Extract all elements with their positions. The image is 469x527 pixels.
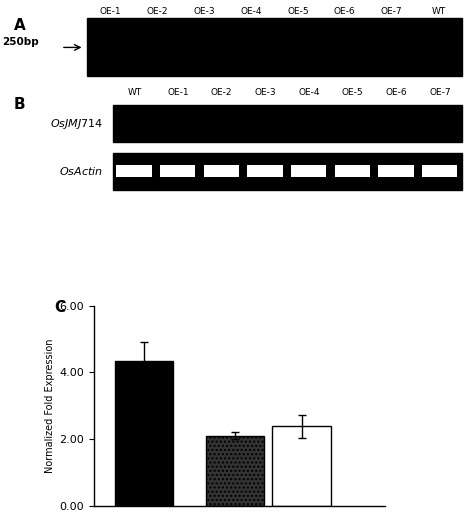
Text: 250bp: 250bp — [2, 37, 39, 47]
Text: OE-5: OE-5 — [342, 89, 363, 97]
Text: OE-7: OE-7 — [429, 89, 451, 97]
Text: WT: WT — [431, 7, 446, 16]
Text: OE-3: OE-3 — [255, 89, 276, 97]
Text: OE-2: OE-2 — [211, 89, 233, 97]
Text: OE-6: OE-6 — [334, 7, 356, 16]
Text: OE-6: OE-6 — [386, 89, 407, 97]
Bar — [206, 436, 264, 506]
Text: OE-7: OE-7 — [381, 7, 402, 16]
Text: OE-4: OE-4 — [298, 89, 320, 97]
Text: OE-5: OE-5 — [287, 7, 309, 16]
Text: WT: WT — [127, 89, 142, 97]
Text: OE-2: OE-2 — [146, 7, 168, 16]
Y-axis label: Normalized Fold Expression: Normalized Fold Expression — [45, 338, 55, 473]
Text: OE-4: OE-4 — [240, 7, 262, 16]
Text: $\it{OsActin}$: $\it{OsActin}$ — [59, 165, 103, 177]
Text: B: B — [14, 97, 26, 112]
Bar — [114, 360, 173, 506]
Bar — [272, 426, 331, 506]
Text: OE-1: OE-1 — [99, 7, 121, 16]
Text: $\it{OsJMJ714}$: $\it{OsJMJ714}$ — [50, 117, 103, 131]
Text: OE-3: OE-3 — [193, 7, 215, 16]
Text: OE-1: OE-1 — [167, 89, 189, 97]
Text: C: C — [54, 300, 65, 315]
Text: A: A — [14, 18, 26, 33]
